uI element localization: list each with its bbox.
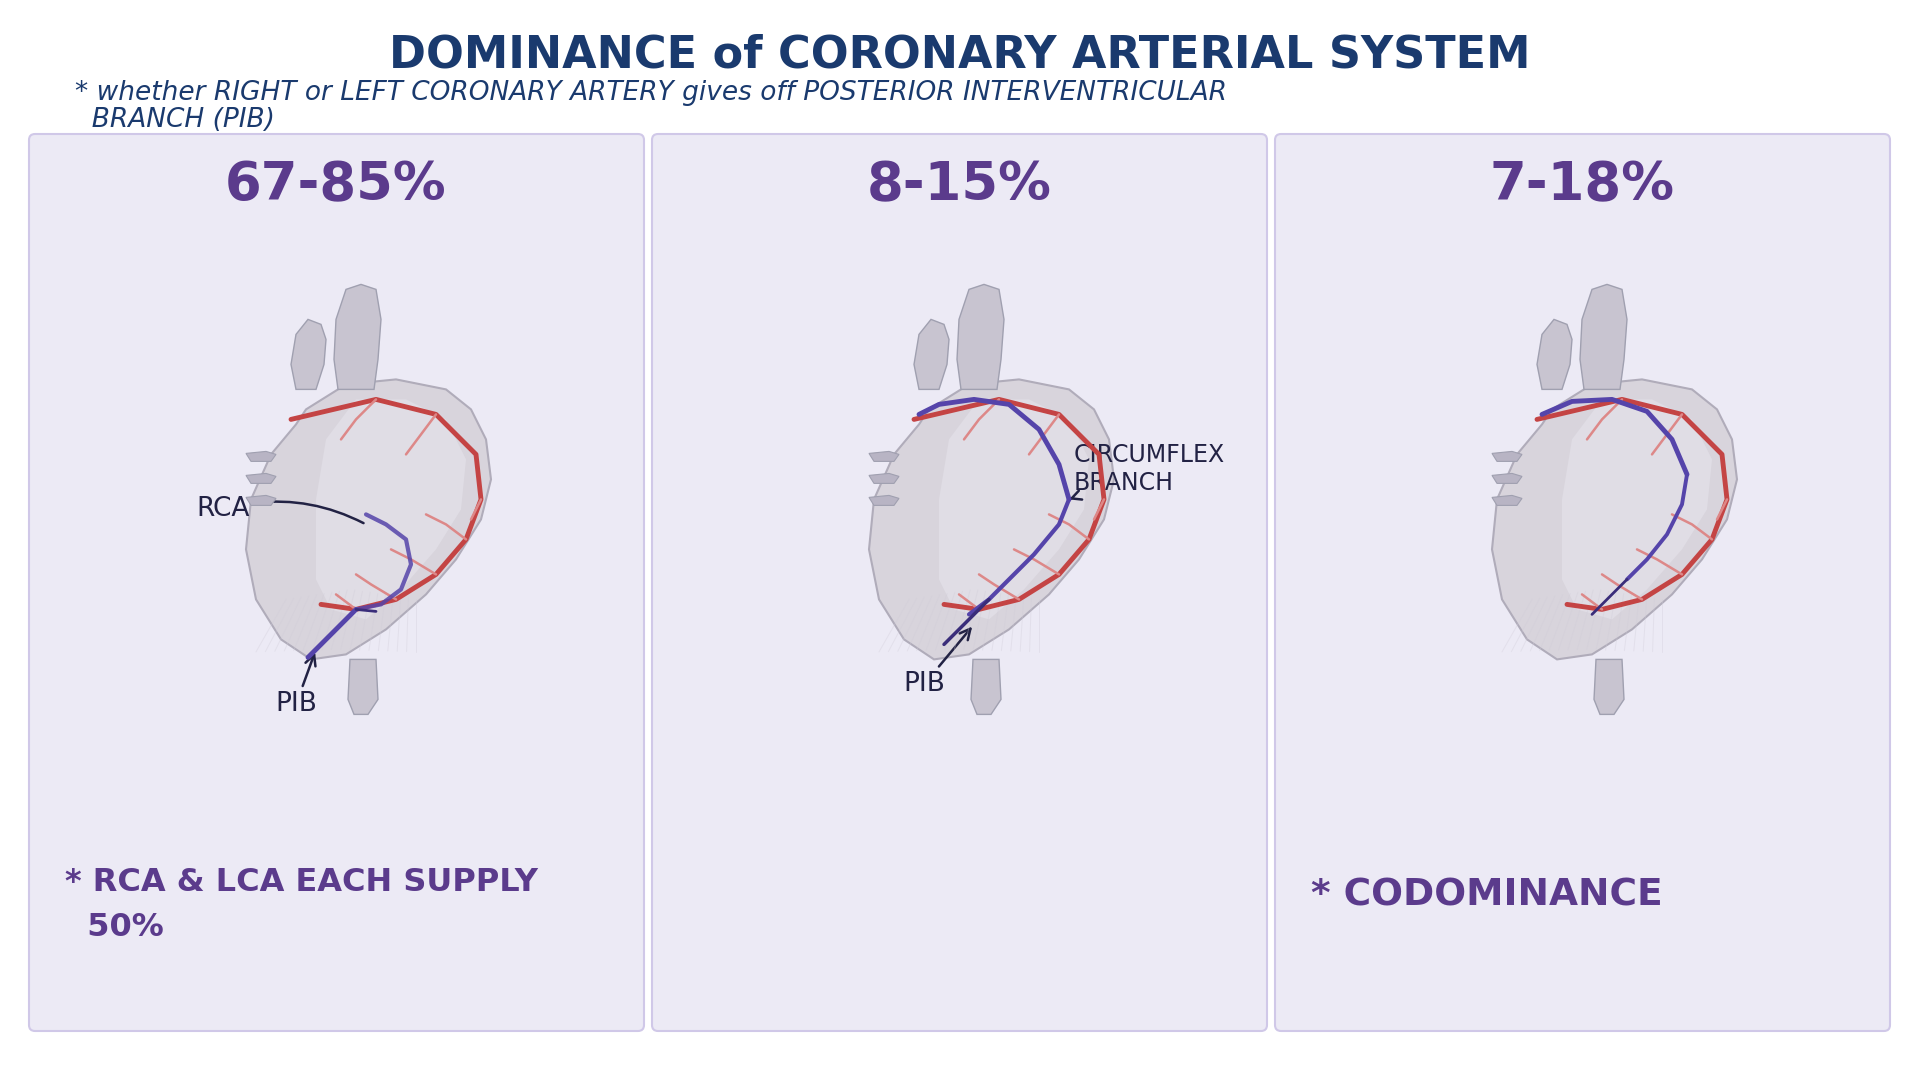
Text: PIB: PIB <box>902 629 970 698</box>
Polygon shape <box>1492 451 1523 461</box>
Polygon shape <box>972 660 1000 714</box>
Polygon shape <box>1538 320 1572 390</box>
Text: 8-15%: 8-15% <box>866 159 1052 211</box>
Text: CIRCUMFLEX
BRANCH: CIRCUMFLEX BRANCH <box>1069 444 1225 500</box>
Polygon shape <box>1580 284 1626 390</box>
FancyBboxPatch shape <box>1275 134 1889 1031</box>
Polygon shape <box>870 473 899 484</box>
Polygon shape <box>1563 400 1713 620</box>
Text: PIB: PIB <box>275 654 317 717</box>
Polygon shape <box>1492 379 1738 660</box>
Polygon shape <box>1492 473 1523 484</box>
Polygon shape <box>348 660 378 714</box>
Polygon shape <box>246 473 276 484</box>
Text: BRANCH (PIB): BRANCH (PIB) <box>75 107 275 133</box>
Polygon shape <box>246 451 276 461</box>
Polygon shape <box>1492 496 1523 505</box>
Polygon shape <box>939 400 1089 620</box>
Polygon shape <box>246 496 276 505</box>
Polygon shape <box>870 451 899 461</box>
Polygon shape <box>317 400 467 620</box>
Polygon shape <box>914 320 948 390</box>
FancyBboxPatch shape <box>29 134 643 1031</box>
Polygon shape <box>870 496 899 505</box>
Text: RCA: RCA <box>196 497 363 523</box>
Polygon shape <box>246 379 492 660</box>
Polygon shape <box>334 284 380 390</box>
Text: * whether RIGHT or LEFT CORONARY ARTERY gives off POSTERIOR INTERVENTRICULAR: * whether RIGHT or LEFT CORONARY ARTERY … <box>75 80 1227 106</box>
Polygon shape <box>292 320 326 390</box>
Text: * CODOMINANCE: * CODOMINANCE <box>1311 877 1663 913</box>
Text: 67-85%: 67-85% <box>225 159 447 211</box>
Text: * RCA & LCA EACH SUPPLY
  50%: * RCA & LCA EACH SUPPLY 50% <box>65 867 538 943</box>
Polygon shape <box>1594 660 1624 714</box>
Text: DOMINANCE of CORONARY ARTERIAL SYSTEM: DOMINANCE of CORONARY ARTERIAL SYSTEM <box>390 33 1530 77</box>
FancyBboxPatch shape <box>653 134 1267 1031</box>
Polygon shape <box>870 379 1114 660</box>
Polygon shape <box>956 284 1004 390</box>
Text: 7-18%: 7-18% <box>1490 159 1674 211</box>
